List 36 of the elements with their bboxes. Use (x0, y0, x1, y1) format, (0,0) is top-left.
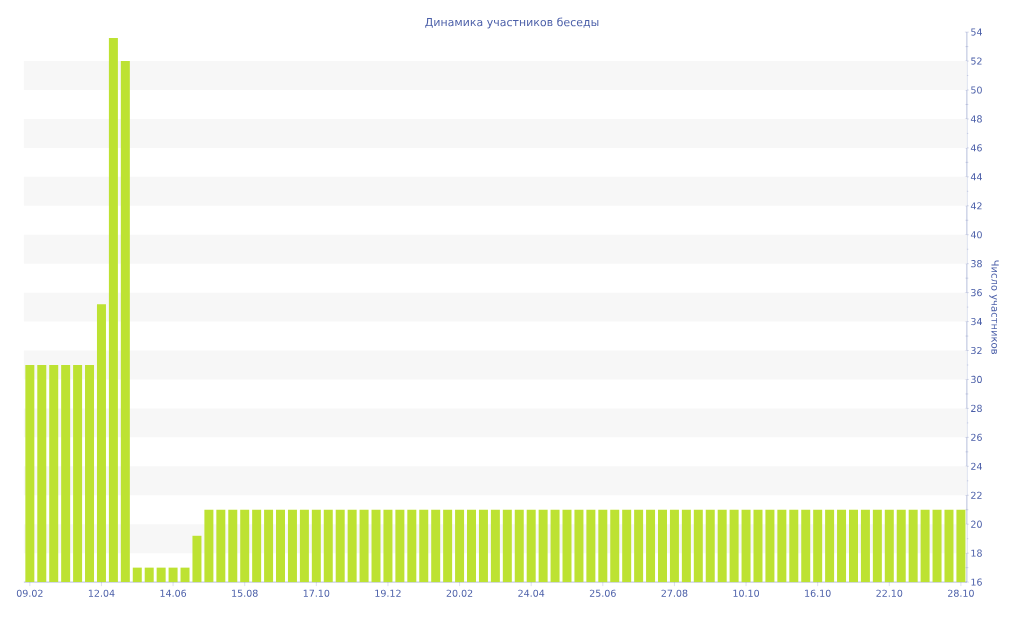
y-tick-label: 18 (971, 549, 982, 557)
y-tick-label: 52 (971, 57, 982, 65)
y-tick-label: 46 (970, 144, 982, 152)
y-tick-label: 44 (970, 173, 982, 181)
x-tick-label: 25.06 (589, 589, 616, 597)
chart-title: Динамика участников беседы (425, 17, 599, 29)
x-tick-label: 20.02 (446, 589, 473, 597)
x-tick-label: 12.04 (88, 589, 115, 597)
y-tick-label: 34 (971, 317, 982, 326)
x-tick-label: 09.02 (16, 589, 43, 597)
x-tick-label: 15.08 (232, 589, 258, 597)
x-tick-label: 22.10 (876, 589, 903, 597)
x-tick-label: 27.08 (661, 589, 688, 597)
y-tick-label: 38 (971, 260, 982, 268)
y-tick-label: 42 (970, 202, 982, 210)
y-tick-label: 26 (971, 433, 982, 441)
y-tick-label: 28 (971, 404, 982, 413)
x-tick-label: 17.10 (303, 589, 330, 597)
y-tick-label: 50 (971, 86, 982, 94)
y-tick-label: 40 (970, 231, 982, 239)
x-tick-label: 19.12 (375, 589, 401, 597)
y-tick-label: 48 (970, 115, 982, 123)
y-tick-label: 54 (971, 28, 982, 36)
x-tick-label: 10.10 (733, 589, 760, 597)
y-tick-label: 16 (971, 578, 982, 586)
y-tick-label: 20 (971, 520, 982, 528)
x-tick-label: 16.10 (805, 589, 831, 597)
y-tick-label: 36 (971, 289, 982, 297)
y-tick-label: 32 (971, 346, 982, 355)
y-tick-label: 30 (971, 375, 982, 384)
x-tick-label: 28.10 (948, 589, 974, 597)
x-tick-label: 14.06 (160, 589, 187, 597)
y-tick-label: 22 (971, 491, 982, 499)
y-axis-title: Число участников (989, 260, 999, 354)
y-tick-label: 24 (971, 462, 982, 470)
x-tick-label: 24.04 (518, 589, 545, 597)
